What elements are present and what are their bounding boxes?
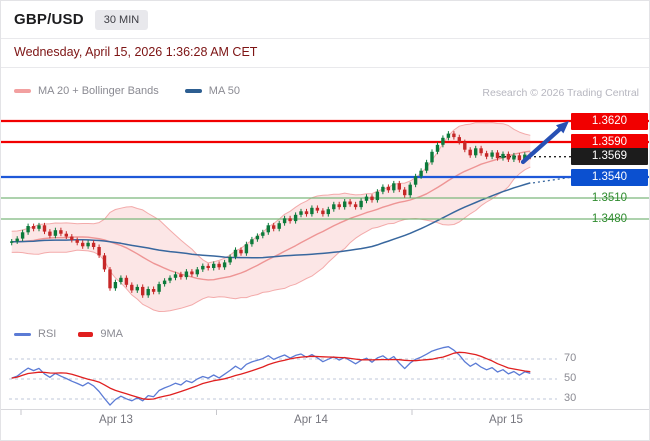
rsi-line xyxy=(11,346,531,406)
level-badge-resistance-2: 1.3620 xyxy=(571,112,648,130)
bollinger-fill xyxy=(11,122,531,312)
candlesticks xyxy=(10,131,532,298)
trend-arrow-head xyxy=(556,121,569,134)
rsi-legend: RSI 9MA xyxy=(14,328,123,340)
date-divider xyxy=(1,67,649,68)
9ma-legend-label: 9MA xyxy=(100,328,123,340)
x-axis-label-apr13: Apr 13 xyxy=(99,414,133,426)
rsi-tick-50: 50 xyxy=(564,372,577,384)
rsi-tick-70: 70 xyxy=(564,352,577,364)
trend-arrow xyxy=(520,121,569,165)
x-axis-label-apr14: Apr 14 xyxy=(294,414,328,426)
ma20-bollinger-legend-icon xyxy=(14,89,31,93)
rsi-9ma-line xyxy=(11,351,531,400)
x-axis-label-apr15: Apr 15 xyxy=(489,414,523,426)
bollinger-bands xyxy=(11,122,531,312)
rsi-panel xyxy=(9,346,557,406)
timeframe-badge: 30 MIN xyxy=(94,9,149,30)
ma50-legend-icon xyxy=(184,89,202,93)
copyright-label: Research © 2026 Trading Central xyxy=(482,87,639,99)
rsi-tick-30: 30 xyxy=(564,392,577,404)
level-label-support-1: 1.3510 xyxy=(591,191,628,204)
legend-item-ma50: MA 50 xyxy=(184,85,240,97)
ma50-legend-label: MA 50 xyxy=(208,85,240,97)
legend-item-ma20-bollinger: MA 20 + Bollinger Bands xyxy=(14,85,159,97)
rsi-legend-label: RSI xyxy=(38,328,57,340)
level-badge-resistance-1: 1.3590 xyxy=(571,133,648,151)
ma20-line xyxy=(11,150,531,281)
header-divider xyxy=(1,38,649,39)
level-badge-pivot: 1.3540 xyxy=(571,168,648,186)
level-badge-last-price: 1.3569 xyxy=(571,148,648,166)
ma20-bollinger-legend-label: MA 20 + Bollinger Bands xyxy=(38,85,159,97)
main-chart-legend: MA 20 + Bollinger Bands MA 50 xyxy=(14,85,240,97)
trend-arrow-shaft xyxy=(520,126,563,165)
9ma-legend-icon xyxy=(78,331,94,337)
header: GBP/USD 30 MIN xyxy=(1,1,649,38)
legend-item-rsi: RSI xyxy=(14,328,56,340)
ma50-line xyxy=(11,182,531,259)
legend-item-9ma: 9MA xyxy=(78,328,123,340)
level-label-support-2: 1.3480 xyxy=(591,212,628,225)
symbol-title: GBP/USD xyxy=(14,11,84,28)
rsi-legend-icon xyxy=(14,332,31,336)
datetime-label: Wednesday, April 15, 2026 1:36:28 AM CET xyxy=(14,45,258,59)
x-axis xyxy=(1,409,649,415)
